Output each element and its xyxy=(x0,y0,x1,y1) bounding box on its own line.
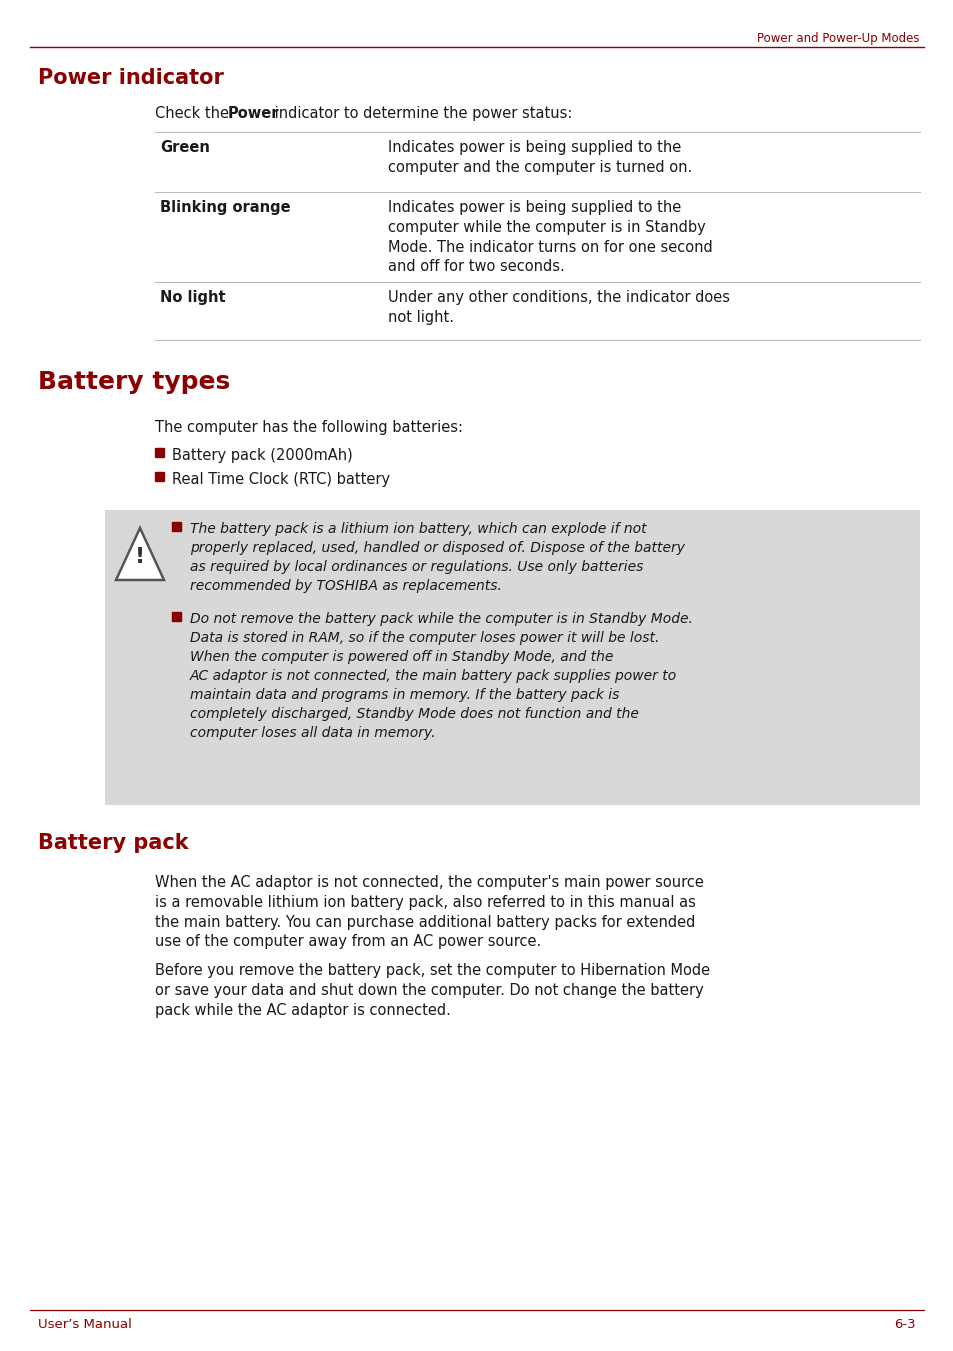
Text: Before you remove the battery pack, set the computer to Hibernation Mode
or save: Before you remove the battery pack, set … xyxy=(154,963,709,1017)
Bar xyxy=(154,449,164,457)
Text: completely discharged, Standby Mode does not function and the: completely discharged, Standby Mode does… xyxy=(190,707,639,721)
Text: Power and Power-Up Modes: Power and Power-Up Modes xyxy=(757,32,919,45)
Text: The computer has the following batteries:: The computer has the following batteries… xyxy=(154,420,462,435)
Bar xyxy=(105,509,919,805)
Text: indicator to determine the power status:: indicator to determine the power status: xyxy=(270,105,572,122)
Text: !: ! xyxy=(134,547,145,566)
Text: Battery pack (2000mAh): Battery pack (2000mAh) xyxy=(172,449,353,463)
Text: Under any other conditions, the indicator does
not light.: Under any other conditions, the indicato… xyxy=(388,290,729,324)
Text: When the computer is powered off in Standby Mode, and the: When the computer is powered off in Stan… xyxy=(190,650,613,663)
Text: AC adaptor is not connected, the main battery pack supplies power to: AC adaptor is not connected, the main ba… xyxy=(190,669,677,684)
Text: Indicates power is being supplied to the
computer while the computer is in Stand: Indicates power is being supplied to the… xyxy=(388,200,712,274)
Text: Data is stored in RAM, so if the computer loses power it will be lost.: Data is stored in RAM, so if the compute… xyxy=(190,631,659,644)
Text: Indicates power is being supplied to the
computer and the computer is turned on.: Indicates power is being supplied to the… xyxy=(388,141,692,174)
Text: When the AC adaptor is not connected, the computer's main power source
is a remo: When the AC adaptor is not connected, th… xyxy=(154,875,703,950)
Text: Power: Power xyxy=(228,105,279,122)
Text: User’s Manual: User’s Manual xyxy=(38,1319,132,1331)
Text: Battery types: Battery types xyxy=(38,370,230,394)
Text: recommended by TOSHIBA as replacements.: recommended by TOSHIBA as replacements. xyxy=(190,580,501,593)
Text: Battery pack: Battery pack xyxy=(38,834,189,852)
Text: maintain data and programs in memory. If the battery pack is: maintain data and programs in memory. If… xyxy=(190,688,618,703)
Text: Do not remove the battery pack while the computer is in Standby Mode.: Do not remove the battery pack while the… xyxy=(190,612,692,626)
Text: Power indicator: Power indicator xyxy=(38,68,224,88)
Text: Green: Green xyxy=(160,141,210,155)
Text: properly replaced, used, handled or disposed of. Dispose of the battery: properly replaced, used, handled or disp… xyxy=(190,540,684,555)
Text: computer loses all data in memory.: computer loses all data in memory. xyxy=(190,725,435,740)
Polygon shape xyxy=(116,528,164,580)
Text: 6-3: 6-3 xyxy=(893,1319,915,1331)
Text: The battery pack is a lithium ion battery, which can explode if not: The battery pack is a lithium ion batter… xyxy=(190,521,646,536)
Text: Real Time Clock (RTC) battery: Real Time Clock (RTC) battery xyxy=(172,471,390,486)
Bar xyxy=(154,471,164,481)
Bar xyxy=(172,612,181,621)
Text: No light: No light xyxy=(160,290,226,305)
Text: Check the: Check the xyxy=(154,105,233,122)
Text: as required by local ordinances or regulations. Use only batteries: as required by local ordinances or regul… xyxy=(190,561,642,574)
Text: Blinking orange: Blinking orange xyxy=(160,200,291,215)
Bar xyxy=(172,521,181,531)
